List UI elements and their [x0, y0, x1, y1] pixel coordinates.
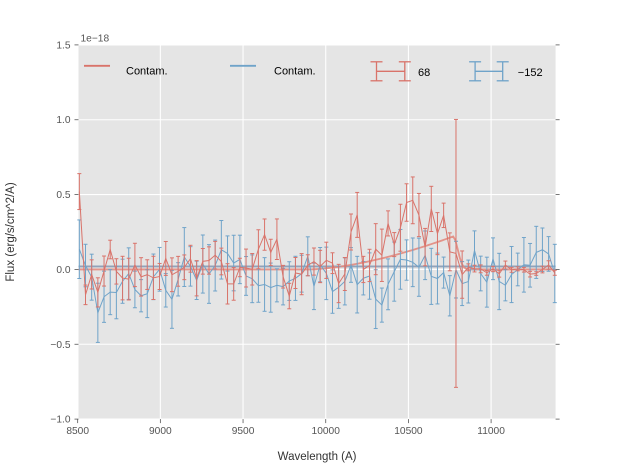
svg-text:8500: 8500	[66, 426, 89, 437]
svg-text:10500: 10500	[394, 426, 423, 437]
svg-text:Flux (erg/s/cm^2/A): Flux (erg/s/cm^2/A)	[5, 182, 17, 281]
svg-text:10000: 10000	[312, 426, 341, 437]
svg-text:68: 68	[418, 67, 430, 79]
svg-text:1e−18: 1e−18	[81, 34, 110, 45]
svg-text:−1.0: −1.0	[50, 415, 70, 426]
svg-text:0.5: 0.5	[56, 190, 70, 201]
svg-text:1.0: 1.0	[56, 115, 70, 126]
svg-text:9500: 9500	[232, 426, 255, 437]
svg-text:Contam.: Contam.	[126, 66, 168, 78]
svg-text:1.5: 1.5	[56, 40, 70, 51]
svg-text:Contam.: Contam.	[274, 66, 316, 78]
svg-text:9000: 9000	[149, 426, 172, 437]
svg-text:Wavelength (A): Wavelength (A)	[278, 451, 357, 463]
svg-text:−0.5: −0.5	[50, 340, 70, 351]
svg-text:−152: −152	[518, 67, 543, 79]
svg-text:11000: 11000	[477, 426, 505, 437]
svg-text:0.0: 0.0	[56, 265, 70, 276]
